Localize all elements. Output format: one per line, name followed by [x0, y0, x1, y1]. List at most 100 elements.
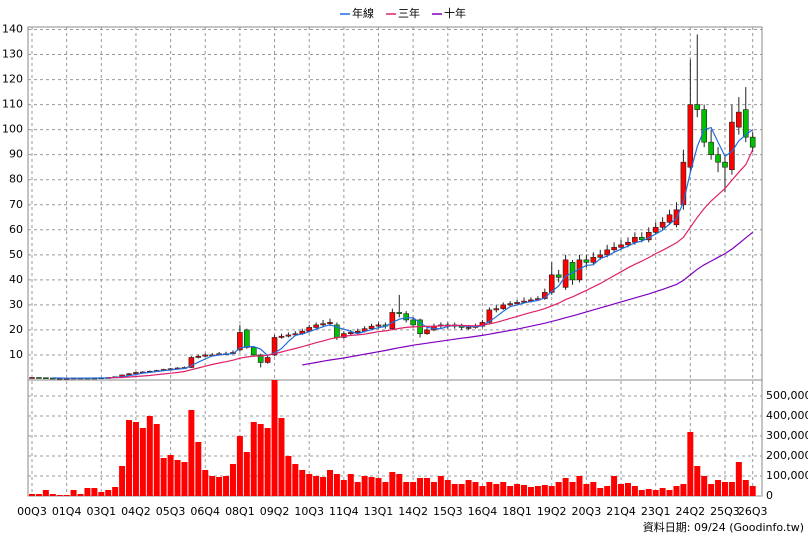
candle-body — [500, 304, 507, 309]
volume-bar — [167, 455, 174, 496]
candle-body — [410, 319, 416, 326]
volume-bar — [708, 484, 715, 496]
volume-bar — [659, 488, 666, 496]
volume-bar — [299, 470, 306, 496]
x-tick-label: 15Q3 — [433, 505, 463, 518]
volume-bar — [666, 490, 673, 496]
y-tick-label: 20 — [9, 323, 23, 336]
volume-bar — [534, 486, 541, 496]
volume-bar — [423, 478, 430, 496]
candle-body — [133, 372, 139, 375]
volume-bar — [611, 476, 618, 496]
volume-tick-label: 400,000 — [766, 409, 808, 422]
volume-bar — [292, 464, 299, 496]
volume-bar — [507, 486, 514, 496]
volume-bar — [313, 476, 320, 496]
volume-bar — [687, 432, 694, 496]
x-tick-label: 00Q3 — [17, 505, 47, 518]
x-tick-label: 19Q2 — [537, 505, 567, 518]
candle-body — [687, 104, 694, 168]
volume-bar — [486, 482, 493, 496]
candle-body — [722, 161, 728, 168]
candle-body — [694, 104, 701, 110]
volume-tick-label: 0 — [766, 489, 773, 502]
candle-body — [729, 121, 735, 171]
y-tick-label: 60 — [9, 223, 23, 236]
x-tick-label: 06Q4 — [190, 505, 220, 518]
x-tick-label: 18Q1 — [502, 505, 532, 518]
candle-body — [396, 312, 403, 314]
x-tick-label: 05Q3 — [156, 505, 186, 518]
candle-body — [313, 324, 319, 328]
x-tick-label: 14Q2 — [398, 505, 428, 518]
volume-bar — [112, 487, 119, 496]
volume-bar — [146, 416, 153, 496]
candle-body — [486, 309, 493, 323]
volume-bar — [576, 476, 583, 496]
volume-bar — [624, 483, 631, 496]
volume-bar — [721, 482, 728, 496]
x-tick-label: 11Q4 — [329, 505, 359, 518]
x-tick-label: 03Q1 — [86, 505, 116, 518]
volume-bar — [229, 464, 236, 496]
candle-body — [465, 327, 472, 329]
volume-bar — [742, 480, 749, 496]
volume-bar — [174, 460, 181, 496]
volume-bar — [715, 480, 722, 496]
volume-bar — [153, 424, 160, 496]
candle-body — [618, 244, 624, 248]
ma-line — [52, 126, 754, 379]
candle-body — [749, 136, 756, 148]
candle-body — [507, 303, 513, 306]
volume-bar — [271, 380, 278, 496]
volume-bar — [604, 486, 611, 496]
volume-bar — [618, 484, 625, 496]
volume-tick-label: 500,000 — [766, 389, 808, 402]
candle-body — [625, 242, 631, 246]
volume-bar — [597, 488, 604, 496]
legend-label: 十年 — [444, 6, 466, 20]
volume-bar — [223, 476, 230, 496]
volume-bar — [451, 484, 458, 496]
volume-bar — [396, 474, 403, 496]
volume-bar — [77, 494, 84, 496]
volume-bar — [493, 484, 500, 496]
candle-body — [195, 355, 202, 358]
x-tick-label: 10Q3 — [294, 505, 324, 518]
candle-body — [590, 257, 597, 263]
volume-tick-label: 100,000 — [766, 469, 808, 482]
candle-body — [604, 249, 610, 256]
volume-bar — [126, 420, 133, 496]
volume-bar — [91, 488, 98, 496]
volume-bar — [216, 477, 223, 496]
x-tick-label: 24Q2 — [676, 505, 706, 518]
volume-bar — [257, 424, 264, 496]
volume-bar — [417, 478, 424, 496]
volume-bar — [389, 472, 396, 496]
volume-bar — [320, 477, 327, 496]
volume-bar — [56, 495, 63, 496]
candle-body — [250, 347, 257, 356]
x-tick-label: 01Q4 — [52, 505, 82, 518]
volume-bar — [527, 487, 534, 496]
volume-bar — [555, 482, 562, 496]
volume-bar — [590, 482, 597, 496]
x-tick-label: 04Q2 — [121, 505, 151, 518]
volume-bar — [410, 482, 417, 496]
candle-body — [188, 357, 195, 368]
volume-bar — [35, 494, 42, 496]
volume-bar — [105, 490, 112, 496]
volume-bar — [333, 474, 340, 496]
volume-bar — [181, 462, 188, 496]
volume-bar — [63, 495, 70, 496]
candle-body — [514, 302, 520, 304]
volume-bar — [652, 490, 659, 496]
volume-bar — [562, 478, 569, 496]
volume-bar — [444, 480, 451, 496]
candle-body — [29, 377, 35, 379]
y-tick-label: 110 — [2, 98, 23, 111]
volume-bar — [514, 484, 521, 496]
candle-body — [43, 377, 49, 380]
y-tick-label: 40 — [9, 273, 23, 286]
